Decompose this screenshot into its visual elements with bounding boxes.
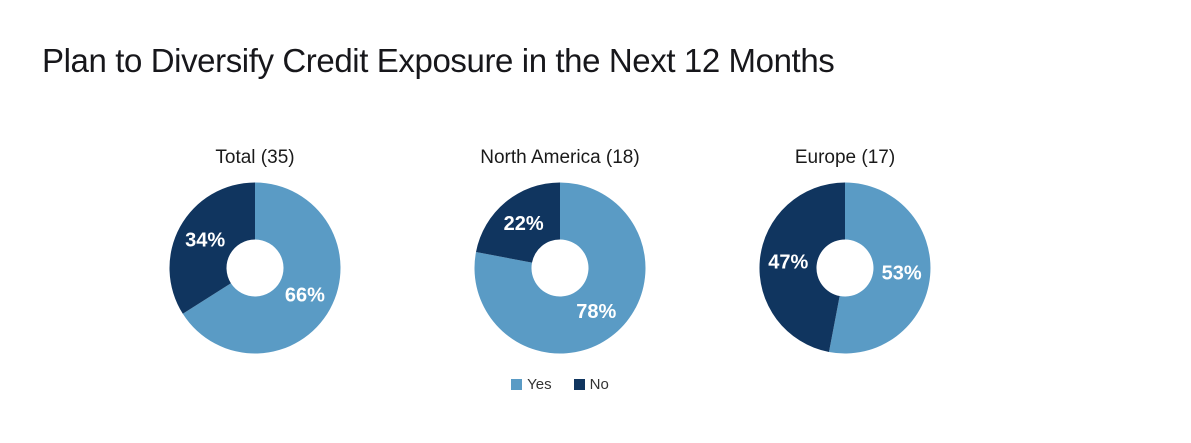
legend-swatch-no-icon <box>573 379 585 390</box>
chart-title-north-america: North America (18) <box>480 147 640 168</box>
donut-europe: 53% 47% <box>745 168 945 368</box>
legend-item-yes: Yes <box>511 376 552 393</box>
donut-slice-yes <box>182 182 341 354</box>
legend-label-no: No <box>589 376 609 393</box>
chart-title-total: Total (35) <box>215 147 295 168</box>
legend-label-yes: Yes <box>527 376 552 393</box>
donut-slice-yes <box>474 182 646 354</box>
donut-slice-no <box>476 182 560 263</box>
legend-item-no: No <box>573 376 609 393</box>
page-title: Plan to Diversify Credit Exposure in the… <box>42 42 835 79</box>
donut-north-america: 78% 22% <box>460 168 660 368</box>
donut-total: 66% 34% <box>155 168 355 368</box>
chart-title-europe: Europe (17) <box>794 147 896 168</box>
donut-slice-no <box>169 182 255 314</box>
slice-label-no: 34% <box>185 230 225 252</box>
donut-slice-no <box>759 182 845 352</box>
donut-chart-north-america: North America (18) 78% 22% <box>460 148 660 368</box>
slice-label-yes: 78% <box>576 301 616 323</box>
legend-swatch-yes-icon <box>511 379 523 390</box>
donut-chart-europe: Europe (17) 53% 47% <box>745 148 945 368</box>
donut-slice-yes <box>828 182 931 354</box>
chart-legend: Yes No <box>460 376 660 393</box>
slice-label-no: 47% <box>768 252 808 274</box>
slice-label-yes: 66% <box>285 285 325 307</box>
donut-chart-total: Total (35) 66% 34% <box>155 148 355 368</box>
slice-label-yes: 53% <box>882 262 922 284</box>
slice-label-no: 22% <box>504 213 544 235</box>
